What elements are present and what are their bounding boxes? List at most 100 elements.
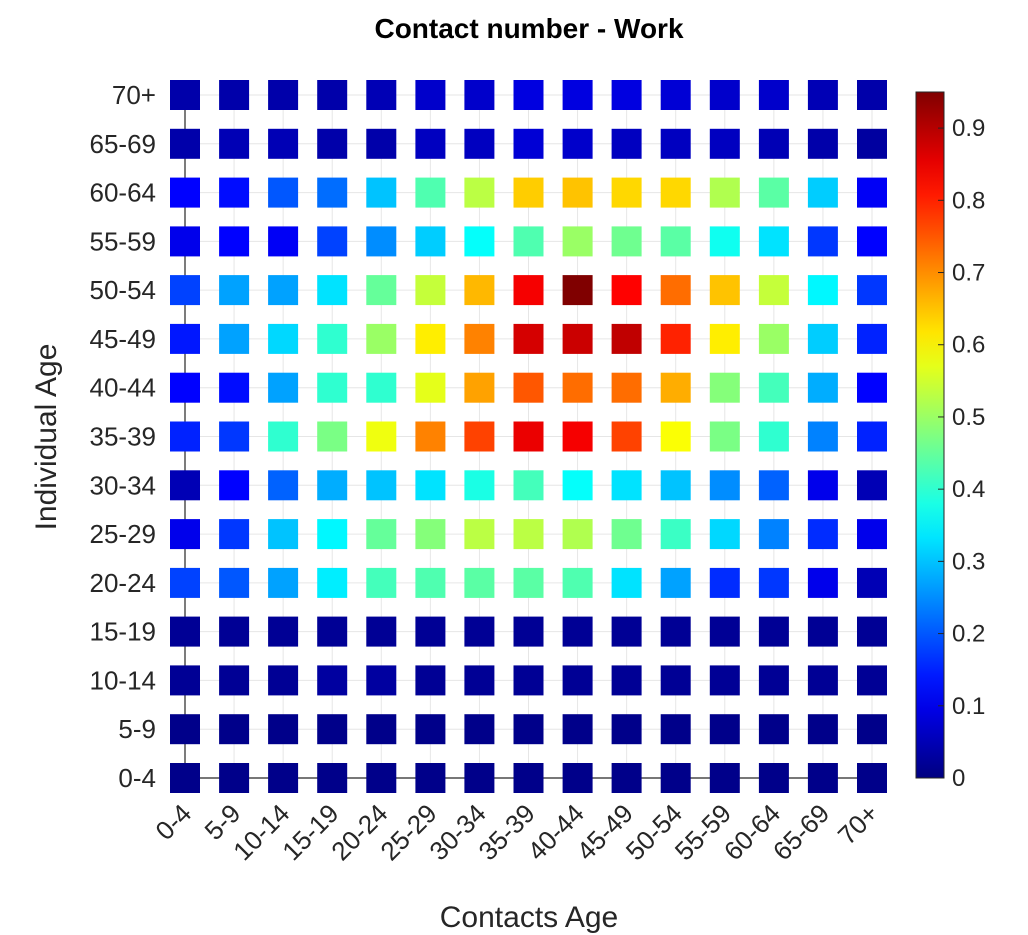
heatmap-cell	[366, 177, 397, 208]
heatmap-cell	[170, 519, 200, 550]
heatmap-cell	[464, 128, 495, 159]
heatmap-cell	[464, 616, 495, 647]
heatmap-cell	[366, 80, 397, 110]
x-tick-labels: 0-4 5-910-1415-1920-2425-2930-3435-3940-4…	[149, 798, 884, 866]
heatmap-cell	[562, 372, 593, 403]
x-tick-label: 0-4	[149, 798, 197, 846]
heatmap-cell	[366, 763, 397, 793]
heatmap-cell	[857, 226, 887, 257]
heatmap-cell	[513, 714, 544, 745]
heatmap-cell	[170, 616, 200, 647]
heatmap-cell	[219, 323, 250, 354]
heatmap-cell	[513, 763, 544, 793]
heatmap-cell	[709, 80, 740, 110]
colorbar-tick-label: 0.3	[952, 548, 985, 575]
heatmap-cell	[268, 421, 299, 452]
heatmap-cell	[857, 567, 887, 598]
heatmap-cell	[219, 665, 250, 696]
heatmap-cell	[513, 80, 544, 110]
heatmap-cell	[170, 470, 200, 501]
colorbar-tick-label: 0.7	[952, 260, 985, 287]
heatmap-cell	[366, 470, 397, 501]
y-tick-label: 40-44	[90, 373, 157, 403]
heatmap-cell	[562, 519, 593, 550]
heatmap-cell	[807, 714, 838, 745]
x-tick-label: 20-24	[325, 798, 393, 866]
heatmap-cell	[857, 323, 887, 354]
heatmap-cell	[513, 421, 544, 452]
heatmap-cell	[415, 519, 446, 550]
heatmap-cell	[513, 519, 544, 550]
heatmap-cell	[758, 616, 789, 647]
heatmap-cell	[513, 226, 544, 257]
heatmap-cell	[219, 470, 250, 501]
heatmap-cell	[366, 714, 397, 745]
heatmap-cell	[219, 372, 250, 403]
y-tick-label: 50-54	[90, 275, 157, 305]
heatmap-cell	[611, 567, 642, 598]
x-tick-label: 70+	[832, 798, 884, 850]
heatmap-cell	[857, 470, 887, 501]
heatmap-cell	[415, 372, 446, 403]
heatmap-cell	[317, 421, 348, 452]
heatmap-cell	[170, 128, 200, 159]
heatmap-cell	[857, 665, 887, 696]
heatmap-cells	[170, 80, 887, 793]
y-tick-label: 55-59	[90, 226, 157, 256]
heatmap-cell	[709, 421, 740, 452]
heatmap-cell	[611, 323, 642, 354]
heatmap-cell	[219, 128, 250, 159]
heatmap-cell	[660, 80, 691, 110]
colorbar-gradient	[915, 91, 945, 779]
heatmap-cell	[366, 226, 397, 257]
heatmap-cell	[464, 470, 495, 501]
heatmap-cell	[513, 323, 544, 354]
heatmap-cell	[857, 275, 887, 306]
heatmap-cell	[464, 567, 495, 598]
heatmap-cell	[709, 763, 740, 793]
heatmap-cell	[807, 763, 838, 793]
heatmap-cell	[807, 177, 838, 208]
heatmap-cell	[562, 275, 593, 306]
x-tick-label: 40-44	[522, 798, 590, 866]
y-tick-label: 65-69	[90, 129, 157, 159]
heatmap-cell	[366, 372, 397, 403]
heatmap-cell	[611, 275, 642, 306]
heatmap-cell	[513, 372, 544, 403]
heatmap-cell	[660, 128, 691, 159]
heatmap-cell	[366, 421, 397, 452]
heatmap-cell	[611, 665, 642, 696]
heatmap-cell	[807, 323, 838, 354]
heatmap-cell	[415, 421, 446, 452]
x-tick-label: 60-64	[718, 798, 786, 866]
heatmap-cell	[807, 665, 838, 696]
y-tick-label: 0-4	[118, 763, 156, 793]
heatmap-cell	[464, 177, 495, 208]
heatmap-cell	[366, 567, 397, 598]
y-tick-label: 35-39	[90, 422, 157, 452]
heatmap-cell	[807, 275, 838, 306]
heatmap-cell	[758, 80, 789, 110]
heatmap-cell	[219, 275, 250, 306]
colorbar-tick-label: 0.5	[952, 404, 985, 431]
heatmap-cell	[758, 226, 789, 257]
heatmap-cell	[709, 519, 740, 550]
heatmap-cell	[219, 567, 250, 598]
heatmap-cell	[317, 275, 348, 306]
heatmap-cell	[562, 567, 593, 598]
colorbar-tick-label: 0.9	[952, 115, 985, 142]
heatmap-cell	[611, 128, 642, 159]
colorbar-tick-label: 0	[952, 765, 965, 792]
chart-title: Contact number - Work	[374, 13, 683, 44]
heatmap-cell	[857, 763, 887, 793]
heatmap-cell	[807, 519, 838, 550]
y-axis-label: Individual Age	[30, 344, 63, 531]
heatmap-cell	[219, 616, 250, 647]
heatmap-cell	[464, 763, 495, 793]
heatmap-cell	[807, 226, 838, 257]
heatmap-cell	[709, 665, 740, 696]
colorbar-tick-label: 0.4	[952, 476, 985, 503]
heatmap-cell	[415, 128, 446, 159]
heatmap-cell	[660, 714, 691, 745]
y-tick-label: 20-24	[90, 568, 157, 598]
